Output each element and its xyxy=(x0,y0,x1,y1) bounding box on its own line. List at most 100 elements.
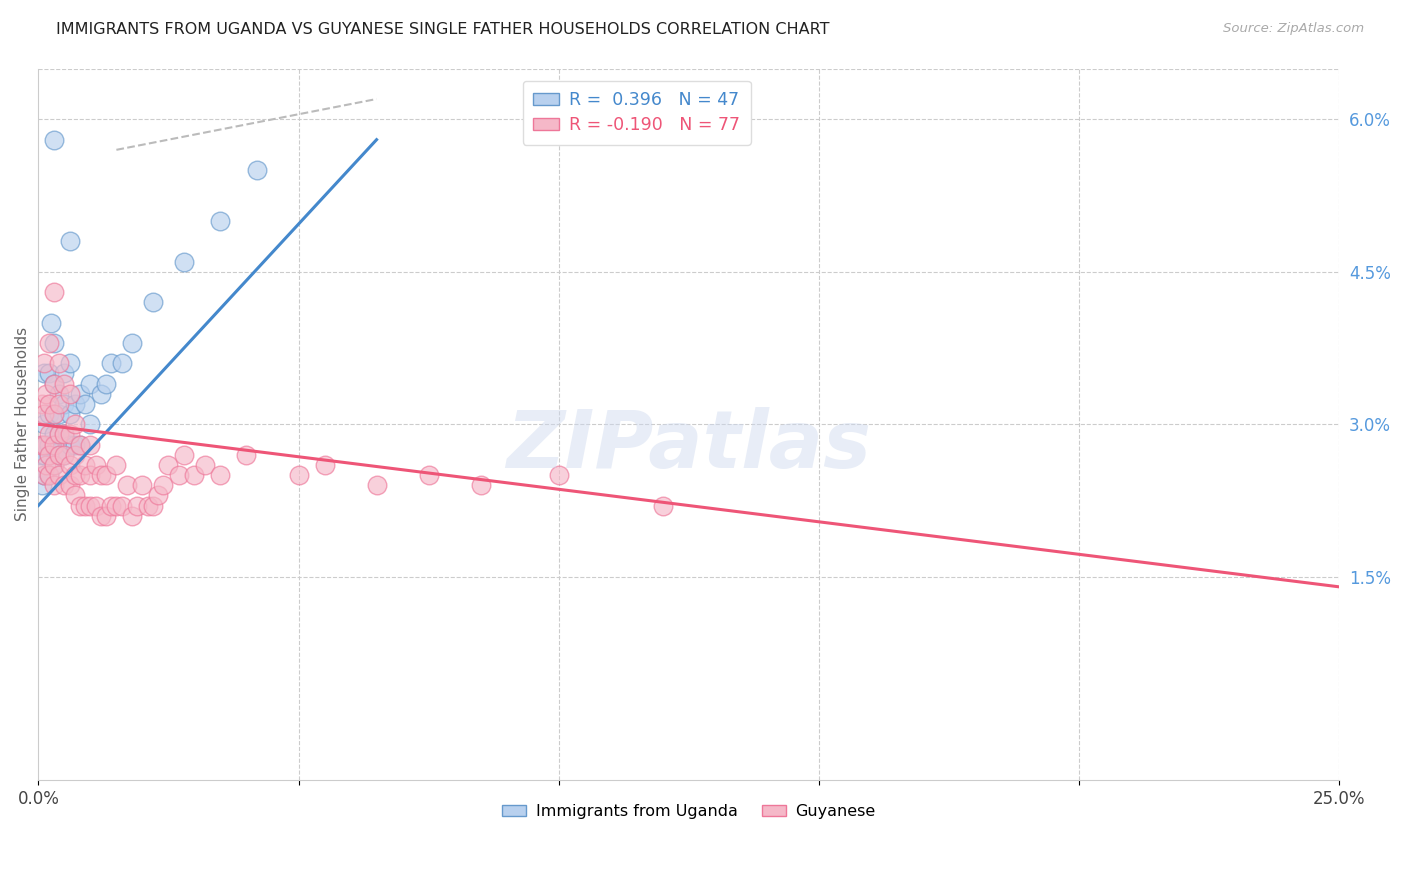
Point xyxy=(53,367,76,381)
Point xyxy=(32,367,55,381)
Text: IMMIGRANTS FROM UGANDA VS GUYANESE SINGLE FATHER HOUSEHOLDS CORRELATION CHART: IMMIGRANTS FROM UGANDA VS GUYANESE SINGL… xyxy=(56,22,830,37)
Point xyxy=(100,356,122,370)
Point xyxy=(48,397,70,411)
Point xyxy=(42,285,65,299)
Point xyxy=(48,356,70,370)
Point xyxy=(30,437,52,451)
Point xyxy=(53,448,76,462)
Point xyxy=(38,367,60,381)
Point xyxy=(246,163,269,178)
Point xyxy=(53,427,76,442)
Point xyxy=(69,468,91,483)
Point xyxy=(84,499,107,513)
Point xyxy=(58,235,80,249)
Point xyxy=(31,478,53,492)
Point xyxy=(418,468,440,483)
Point xyxy=(75,397,97,411)
Point xyxy=(38,448,60,462)
Point xyxy=(53,376,76,391)
Point xyxy=(63,417,86,432)
Point xyxy=(53,427,76,442)
Point xyxy=(35,437,58,451)
Point xyxy=(142,295,165,310)
Point xyxy=(42,437,65,451)
Point xyxy=(173,448,195,462)
Point xyxy=(48,468,70,483)
Point xyxy=(48,407,70,421)
Point xyxy=(42,458,65,472)
Point xyxy=(136,499,159,513)
Point xyxy=(90,386,112,401)
Point xyxy=(84,458,107,472)
Point xyxy=(90,468,112,483)
Point xyxy=(167,468,190,483)
Point xyxy=(470,478,492,492)
Point xyxy=(32,407,55,421)
Point xyxy=(42,407,65,421)
Point xyxy=(63,397,86,411)
Point xyxy=(79,376,101,391)
Point xyxy=(183,468,205,483)
Point xyxy=(127,499,149,513)
Point xyxy=(75,458,97,472)
Point xyxy=(209,468,232,483)
Point xyxy=(38,448,60,462)
Point xyxy=(105,499,128,513)
Point xyxy=(53,478,76,492)
Point xyxy=(79,417,101,432)
Point xyxy=(314,458,336,472)
Text: ZIPatlas: ZIPatlas xyxy=(506,407,872,484)
Point xyxy=(35,458,58,472)
Point xyxy=(94,508,117,523)
Point xyxy=(105,458,128,472)
Point xyxy=(547,468,569,483)
Point xyxy=(42,478,65,492)
Point xyxy=(32,468,55,483)
Point xyxy=(651,499,673,513)
Point xyxy=(42,458,65,472)
Point xyxy=(42,437,65,451)
Point xyxy=(157,458,180,472)
Point xyxy=(32,356,55,370)
Point xyxy=(115,478,138,492)
Point xyxy=(48,427,70,442)
Point xyxy=(48,448,70,462)
Point xyxy=(53,397,76,411)
Point xyxy=(32,448,55,462)
Point xyxy=(58,386,80,401)
Point xyxy=(32,468,55,483)
Point xyxy=(38,407,60,421)
Point xyxy=(63,468,86,483)
Point xyxy=(42,407,65,421)
Point xyxy=(69,499,91,513)
Point xyxy=(42,376,65,391)
Point xyxy=(63,448,86,462)
Point xyxy=(209,214,232,228)
Point xyxy=(31,437,53,451)
Point xyxy=(90,508,112,523)
Point xyxy=(121,508,143,523)
Point xyxy=(38,468,60,483)
Point xyxy=(48,386,70,401)
Point xyxy=(58,427,80,442)
Point xyxy=(194,458,217,472)
Point xyxy=(121,335,143,350)
Point xyxy=(94,376,117,391)
Point xyxy=(75,499,97,513)
Y-axis label: Single Father Households: Single Father Households xyxy=(15,327,30,521)
Point xyxy=(79,437,101,451)
Point xyxy=(42,427,65,442)
Point xyxy=(30,448,52,462)
Point xyxy=(32,437,55,451)
Point xyxy=(38,335,60,350)
Point xyxy=(48,427,70,442)
Point xyxy=(100,499,122,513)
Point xyxy=(142,499,165,513)
Point xyxy=(287,468,309,483)
Point xyxy=(69,437,91,451)
Point xyxy=(131,478,153,492)
Point xyxy=(42,133,65,147)
Point xyxy=(48,448,70,462)
Point xyxy=(58,458,80,472)
Point xyxy=(42,376,65,391)
